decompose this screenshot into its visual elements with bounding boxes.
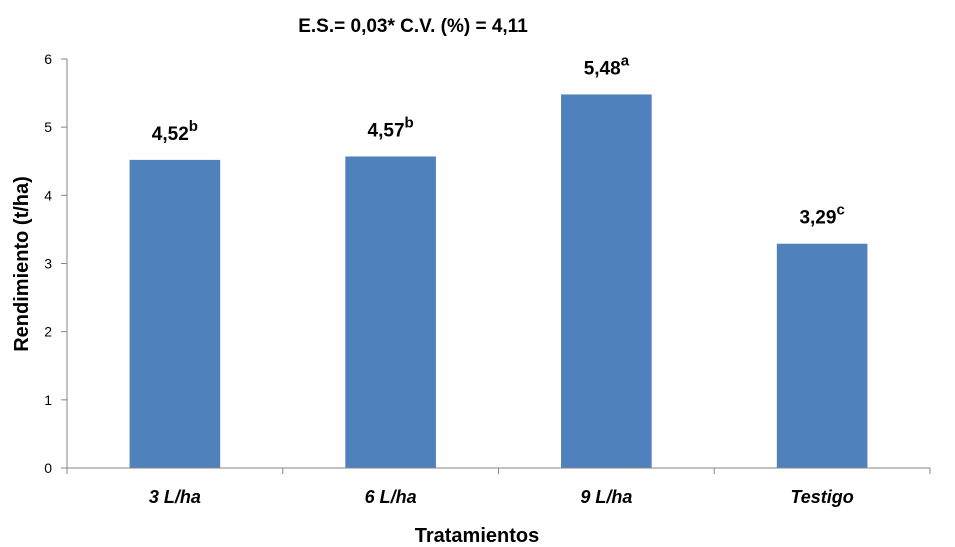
bar bbox=[561, 94, 652, 469]
bar bbox=[776, 243, 868, 468]
data-label-value: 4,52 bbox=[152, 124, 189, 145]
data-label: 4,52b bbox=[152, 118, 198, 145]
data-label-value: 4,57 bbox=[368, 120, 405, 141]
y-tick-label: 6 bbox=[44, 51, 52, 67]
category-label: 9 L/ha bbox=[580, 487, 632, 507]
y-axis-ticks: 0 1 2 3 4 5 6 bbox=[44, 51, 67, 476]
data-label: 3,29c bbox=[799, 202, 844, 229]
data-label-letter: c bbox=[836, 202, 844, 219]
x-axis-title: Tratamientos bbox=[415, 525, 539, 547]
data-label-letter: b bbox=[405, 114, 414, 131]
category-label: 3 L/ha bbox=[149, 487, 201, 507]
y-tick-label: 4 bbox=[44, 187, 52, 203]
y-tick-label: 2 bbox=[44, 324, 52, 340]
category-label: 6 L/ha bbox=[365, 487, 417, 507]
data-label: 4,57b bbox=[368, 114, 414, 141]
data-label-value: 5,48 bbox=[584, 58, 621, 79]
category-label: Testigo bbox=[790, 487, 853, 507]
bar bbox=[345, 156, 436, 468]
data-label: 5,48a bbox=[584, 52, 630, 79]
data-label-value: 3,29 bbox=[799, 208, 836, 229]
bar bbox=[129, 159, 221, 469]
y-tick-label: 0 bbox=[44, 460, 52, 476]
y-tick-label: 5 bbox=[44, 119, 52, 135]
bar-series bbox=[129, 94, 868, 469]
y-axis-title: Rendimiento (t/ha) bbox=[11, 176, 33, 352]
chart-title: E.S.= 0,03* C.V. (%) = 4,11 bbox=[298, 16, 528, 37]
data-label-letter: a bbox=[621, 52, 630, 69]
data-label-letter: b bbox=[189, 118, 198, 135]
y-tick-label: 1 bbox=[44, 392, 52, 408]
y-tick-label: 3 bbox=[44, 256, 52, 272]
category-labels: 3 L/ha 6 L/ha 9 L/ha Testigo bbox=[66, 468, 931, 507]
